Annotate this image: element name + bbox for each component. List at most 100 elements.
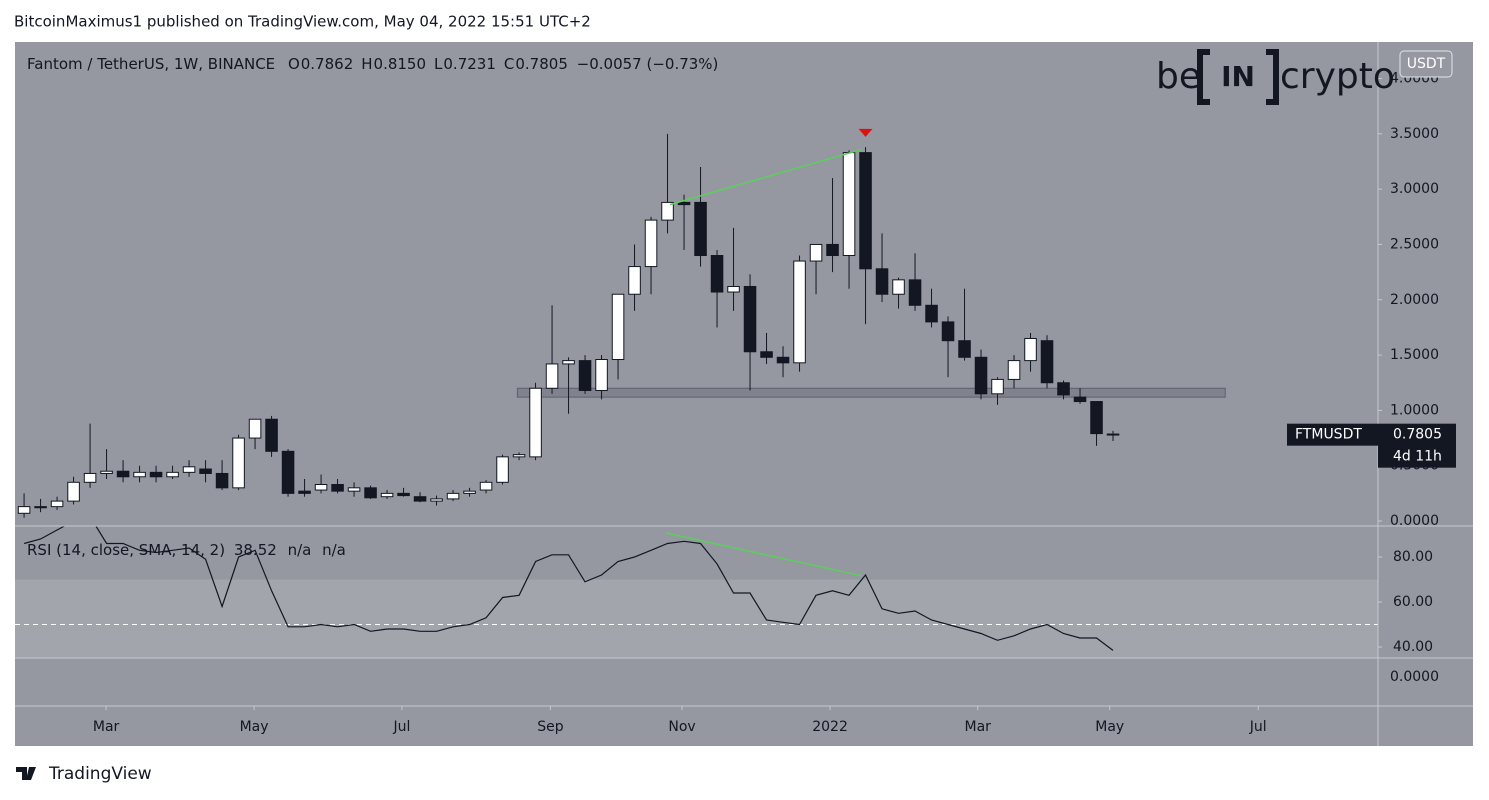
- candle-body: [347, 487, 361, 492]
- candle-body: [793, 260, 806, 364]
- x-tick-label: Mar: [93, 719, 120, 735]
- candle-body: [677, 201, 691, 206]
- candle-body: [859, 152, 872, 270]
- candle-body: [1090, 401, 1103, 435]
- candle-body: [397, 492, 410, 497]
- candle-body: [67, 481, 80, 502]
- candle-body: [116, 470, 130, 478]
- trendline: [669, 148, 863, 206]
- candle-body: [248, 418, 262, 439]
- legend-value: 0.7805: [515, 55, 568, 73]
- candle-body: [694, 201, 707, 257]
- countdown: 4d 11h: [1393, 449, 1442, 465]
- x-tick-label: May: [240, 719, 269, 735]
- header: BitcoinMaximus1 published on TradingView…: [14, 13, 591, 31]
- candle-body: [661, 201, 674, 221]
- symbol-label: FTMUSDT: [1295, 427, 1362, 443]
- candle-body: [149, 471, 163, 478]
- candle-body: [380, 492, 394, 498]
- logo-text: IN: [1221, 60, 1255, 93]
- candle-body: [182, 466, 196, 473]
- legend-key: L: [434, 55, 443, 73]
- legend: Fantom / TetherUS, 1W, BINANCE O0.7862 H0…: [27, 55, 718, 73]
- currency[interactable]: USDT: [1407, 56, 1446, 72]
- rsi-trendline: [665, 532, 863, 577]
- candle-body: [430, 498, 443, 502]
- legend-value: 0.8150: [374, 55, 427, 73]
- candle-body: [17, 506, 31, 514]
- candle-body: [611, 293, 625, 361]
- candle-body: [265, 418, 278, 452]
- candle-body: [958, 340, 971, 358]
- candle-body: [364, 487, 377, 499]
- footer: TradingView: [16, 764, 152, 784]
- rsi-label: RSI (14, close, SMA, 14, 2): [27, 541, 225, 559]
- candle-body: [776, 356, 790, 364]
- candle-body: [809, 243, 823, 262]
- candle-body: [1073, 396, 1087, 403]
- candle-body: [1106, 433, 1120, 436]
- candle-body: [743, 285, 757, 353]
- currency-box[interactable]: [1399, 50, 1453, 78]
- legend-change: −0.0057 (−0.73%): [577, 55, 719, 73]
- candle-body: [826, 243, 839, 257]
- candle-body: [50, 500, 64, 508]
- logo-text: be: [1156, 56, 1201, 97]
- y-tick-label: 1.0000: [1390, 402, 1439, 418]
- candle-body: [34, 506, 47, 509]
- lower-pane-label: 0.0000: [1390, 669, 1439, 685]
- rsi-tick-label: 60.00: [1393, 594, 1433, 610]
- rsi-value: 38.52: [234, 541, 277, 559]
- footer-text: TradingView: [48, 764, 152, 784]
- candle-body: [578, 360, 592, 391]
- price-label: 0.7805: [1393, 427, 1442, 443]
- symbol-box: [1287, 423, 1378, 446]
- y-tick-label: 3.5000: [1390, 126, 1439, 142]
- y-tick-label: 2.5000: [1390, 236, 1439, 252]
- x-tick-label: Mar: [965, 719, 992, 735]
- rsi-band: [15, 579, 1378, 658]
- rsi-extra: n/a: [288, 541, 312, 559]
- candle-body: [892, 279, 905, 295]
- rsi-tick-label: 80.00: [1393, 549, 1433, 565]
- candle-body: [199, 468, 212, 474]
- candle-body: [100, 470, 113, 474]
- candle-body: [83, 472, 97, 483]
- candle-body: [529, 387, 542, 458]
- candle-body: [1040, 340, 1054, 384]
- legend-key: H: [361, 55, 372, 73]
- candle-body: [760, 351, 773, 358]
- candle-body: [1024, 337, 1037, 362]
- x-tick-label: Jul: [392, 719, 410, 735]
- price-box: [1378, 423, 1456, 468]
- candle-body: [298, 490, 311, 494]
- logo-bracket: [1197, 49, 1279, 105]
- candle-body: [545, 363, 559, 389]
- candle-body: [133, 471, 146, 478]
- candle-body: [166, 471, 179, 478]
- candle-body: [842, 152, 856, 257]
- legend-value: 0.7862: [301, 55, 354, 73]
- candle-body: [628, 266, 641, 295]
- candle-body: [974, 356, 988, 395]
- candle-body: [281, 450, 295, 494]
- candle-body: [562, 360, 575, 365]
- candle-body: [215, 472, 229, 489]
- y-tick-label: 3.0000: [1390, 181, 1439, 197]
- x-tick-label: 2022: [812, 719, 848, 735]
- candle-body: [331, 484, 344, 492]
- candle-body: [595, 359, 608, 391]
- candle-body: [991, 378, 1004, 395]
- candle-body: [644, 219, 658, 268]
- y-tick-label: 0.0000: [1390, 513, 1439, 529]
- legend-key: C: [504, 55, 514, 73]
- support-zone: [516, 387, 1226, 398]
- candle-body: [710, 255, 724, 293]
- candle-body: [875, 268, 889, 295]
- rsi-extra: n/a: [322, 541, 346, 559]
- candle-body: [512, 454, 526, 458]
- legend-symbol: Fantom / TetherUS, 1W, BINANCE: [27, 55, 275, 73]
- candle-body: [479, 481, 493, 491]
- logo-text: crypto: [1280, 56, 1395, 97]
